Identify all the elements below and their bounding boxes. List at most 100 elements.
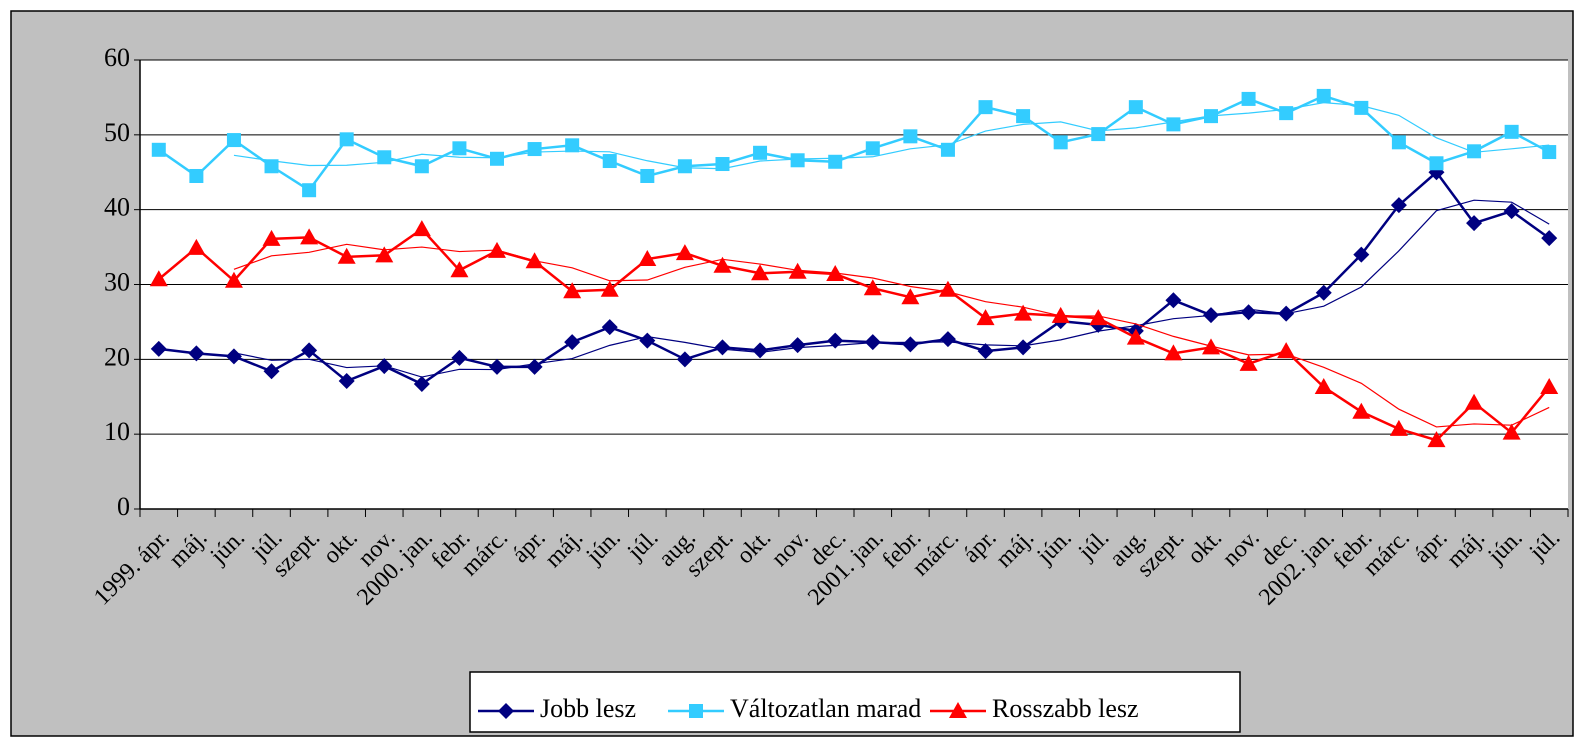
marker [753, 145, 768, 160]
marker [150, 340, 167, 357]
y-tick-label: 60 [104, 43, 130, 72]
marker [1203, 307, 1219, 324]
marker [564, 334, 581, 351]
marker [1427, 431, 1446, 448]
marker [713, 256, 732, 273]
marker [1541, 230, 1558, 247]
marker [689, 704, 703, 718]
marker [1389, 419, 1408, 436]
marker [790, 153, 805, 168]
y-tick-label: 50 [104, 118, 130, 147]
marker [525, 252, 544, 269]
marker [901, 288, 920, 305]
marker [714, 339, 731, 356]
marker [1089, 309, 1108, 326]
marker [863, 279, 882, 296]
marker [489, 358, 505, 375]
marker [1240, 304, 1257, 321]
marker [1354, 100, 1369, 115]
marker [1277, 342, 1296, 359]
y-tick-label: 10 [104, 417, 130, 446]
series-line [158, 170, 1550, 386]
series-line [157, 227, 1551, 442]
marker [640, 168, 655, 183]
marker [1278, 305, 1295, 322]
marker [978, 100, 993, 115]
marker [413, 376, 430, 393]
marker [1465, 393, 1484, 410]
legend-label: Rosszabb lesz [992, 694, 1139, 723]
marker [264, 159, 279, 174]
marker [563, 282, 582, 299]
marker [488, 241, 506, 258]
marker [1429, 156, 1444, 171]
marker [1091, 127, 1106, 142]
marker [1126, 328, 1145, 345]
y-tick-label: 30 [104, 267, 130, 296]
marker [1051, 306, 1070, 323]
marker [903, 129, 918, 144]
y-tick-label: 20 [104, 342, 130, 371]
marker [751, 264, 770, 281]
marker [337, 247, 356, 264]
marker [902, 336, 919, 353]
marker [451, 349, 468, 366]
marker [828, 154, 843, 169]
marker [826, 265, 845, 282]
marker [1279, 106, 1294, 121]
marker [676, 351, 693, 368]
marker [788, 262, 807, 279]
marker [300, 228, 319, 245]
marker [188, 345, 205, 362]
marker [376, 358, 393, 375]
marker [1053, 135, 1068, 150]
marker [450, 261, 469, 278]
marker [377, 150, 392, 165]
marker [1504, 124, 1519, 139]
marker [1542, 145, 1557, 160]
marker [1353, 246, 1370, 263]
marker [224, 271, 243, 288]
legend-box [469, 671, 1241, 733]
marker [452, 141, 467, 156]
marker [527, 142, 542, 157]
marker [602, 154, 617, 169]
marker [187, 238, 206, 255]
marker [263, 363, 280, 380]
marker [600, 280, 619, 297]
marker [1241, 91, 1256, 106]
marker [1352, 402, 1371, 419]
marker [1204, 109, 1218, 124]
marker [151, 142, 166, 157]
marker [1314, 378, 1333, 395]
marker [526, 358, 543, 375]
legend-label: Jobb lesz [540, 694, 636, 723]
y-tick-label: 0 [117, 492, 130, 521]
marker [1540, 378, 1559, 395]
marker [1316, 88, 1331, 103]
marker [414, 159, 429, 174]
trend-line [233, 243, 1550, 428]
marker [938, 280, 957, 297]
marker [940, 142, 955, 157]
marker [1503, 203, 1520, 220]
marker [338, 373, 355, 390]
marker [715, 157, 730, 172]
marker [1016, 109, 1031, 124]
marker [949, 702, 967, 718]
marker [639, 332, 656, 349]
marker [864, 334, 881, 351]
marker [1391, 135, 1406, 150]
marker [375, 246, 394, 263]
marker [1202, 338, 1220, 355]
marker [1128, 100, 1143, 115]
marker [1390, 197, 1407, 214]
marker [225, 348, 242, 365]
marker [189, 168, 204, 183]
marker [1166, 117, 1181, 132]
marker [498, 703, 514, 719]
marker [675, 244, 694, 261]
y-tick-label: 40 [104, 193, 130, 222]
